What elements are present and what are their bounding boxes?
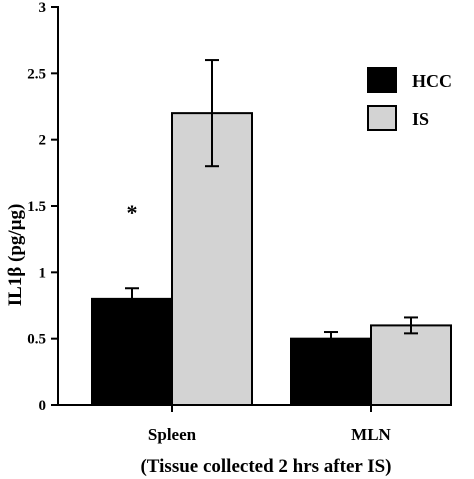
x-tick-label-spleen: Spleen — [148, 425, 197, 444]
y-axis-label: IL1β (pg/μg) — [5, 204, 26, 307]
error-bars — [125, 59, 418, 339]
legend-swatch-is — [367, 105, 397, 131]
y-tick-label: 3 — [39, 0, 47, 16]
x-axis-label: (Tissue collected 2 hrs after IS) — [140, 456, 391, 477]
x-axis-ticks: Spleen MLN — [148, 405, 392, 444]
bars — [91, 112, 452, 406]
y-tick-label: 1.5 — [27, 199, 46, 215]
bar-is-mln — [370, 324, 452, 406]
y-tick-label: 0.5 — [27, 332, 46, 348]
y-tick-label: 0 — [39, 398, 47, 414]
legend-label-is: IS — [412, 109, 429, 129]
legend-label-hcc: HCC — [412, 71, 452, 91]
y-tick-label: 2.5 — [27, 66, 46, 82]
bar-hcc-spleen — [91, 297, 173, 406]
bar-hcc-mln — [290, 337, 372, 406]
y-tick-label: 2 — [39, 133, 47, 149]
legend-swatch-hcc — [367, 67, 397, 93]
legend: HCC IS — [367, 67, 452, 131]
axes — [57, 6, 452, 406]
x-tick-label-mln: MLN — [351, 425, 391, 444]
y-tick-label: 1 — [39, 265, 47, 281]
annotations: * — [127, 200, 138, 225]
y-axis-ticks: 0 0.5 1 1.5 2 2.5 3 — [27, 0, 58, 414]
significance-asterisk: * — [127, 200, 138, 225]
